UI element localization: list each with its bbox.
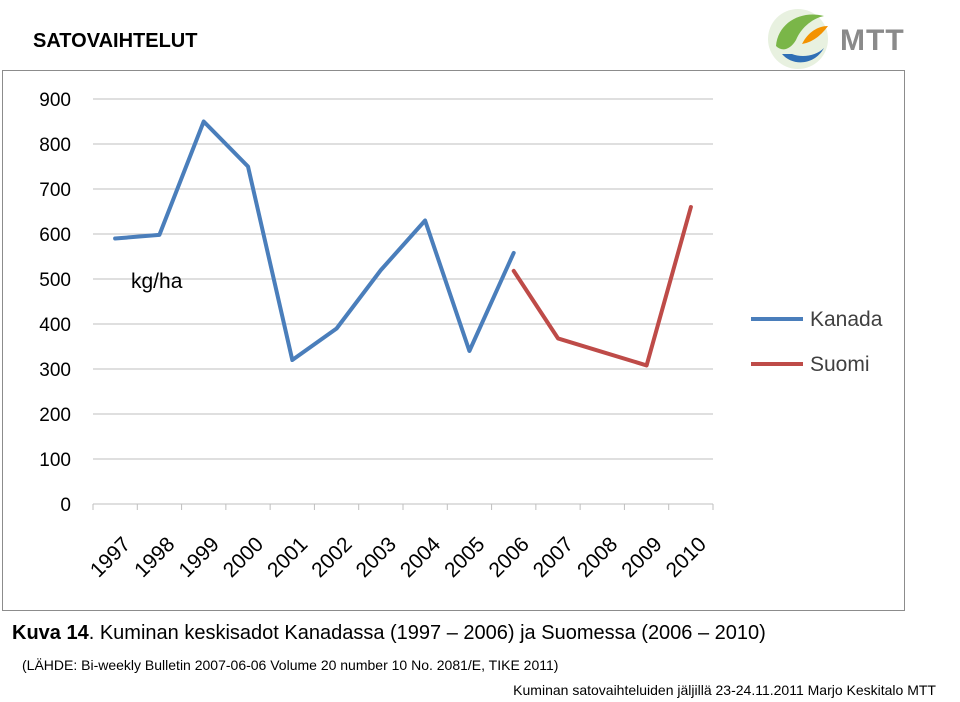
x-tick-label: 2004 bbox=[396, 533, 446, 583]
figure-caption-text: . Kuminan keskisadot Kanadassa (1997 – 2… bbox=[88, 622, 766, 644]
y-tick-label: 900 bbox=[39, 90, 71, 111]
x-tick-label: 2009 bbox=[617, 533, 666, 582]
figure-caption-label: Kuva 14 bbox=[12, 622, 89, 644]
legend-label: Kanada bbox=[810, 308, 883, 331]
chart-container: 0 100 200 300 400 500 600 700 800 900 1997 1998 1999… bbox=[2, 70, 905, 611]
line-chart: 0 100 200 300 400 500 600 700 800 900 199719981999… bbox=[39, 90, 883, 583]
x-tick-label: 2007 bbox=[529, 533, 578, 582]
unit-label: kg/ha bbox=[131, 270, 183, 293]
y-tick-label: 0 bbox=[60, 495, 71, 516]
x-tick-label: 2000 bbox=[219, 533, 268, 582]
y-tick-label: 100 bbox=[39, 450, 71, 471]
legend-label: Suomi bbox=[810, 353, 870, 376]
y-tick-label: 700 bbox=[39, 180, 71, 201]
series-line-kanada bbox=[113, 119, 516, 362]
mtt-logo-graphic: MTT bbox=[768, 9, 905, 69]
x-tick-label: 2008 bbox=[573, 533, 622, 582]
y-tick-label: 400 bbox=[39, 315, 71, 336]
x-tick-label: 2001 bbox=[263, 533, 312, 582]
x-tick-label: 1998 bbox=[130, 533, 179, 582]
y-tick-label: 500 bbox=[39, 270, 71, 291]
mtt-logo: MTT bbox=[762, 4, 942, 74]
x-tick-label: 1999 bbox=[174, 533, 223, 582]
x-tick-label: 2006 bbox=[484, 533, 533, 582]
x-tick-label: 1997 bbox=[86, 533, 135, 582]
source-note: (LÄHDE: Bi-weekly Bulletin 2007-06-06 Vo… bbox=[22, 657, 559, 673]
x-tick-label: 2005 bbox=[440, 533, 489, 582]
x-tick-label: 2002 bbox=[307, 533, 356, 582]
figure-caption: Kuva 14. Kuminan keskisadot Kanadassa (1… bbox=[12, 622, 766, 645]
page-title: SATOVAIHTELUT bbox=[33, 30, 198, 52]
y-tick-label: 600 bbox=[39, 225, 71, 246]
footer-text: Kuminan satovaihteluiden jäljillä 23-24.… bbox=[513, 682, 936, 698]
x-tick-label: 2003 bbox=[352, 533, 401, 582]
mtt-logo-text: MTT bbox=[840, 24, 905, 57]
series-line-suomi bbox=[511, 205, 693, 368]
y-tick-label: 800 bbox=[39, 135, 71, 156]
y-tick-label: 200 bbox=[39, 405, 71, 426]
x-tick-label: 2010 bbox=[662, 533, 711, 582]
y-tick-label: 300 bbox=[39, 360, 71, 381]
